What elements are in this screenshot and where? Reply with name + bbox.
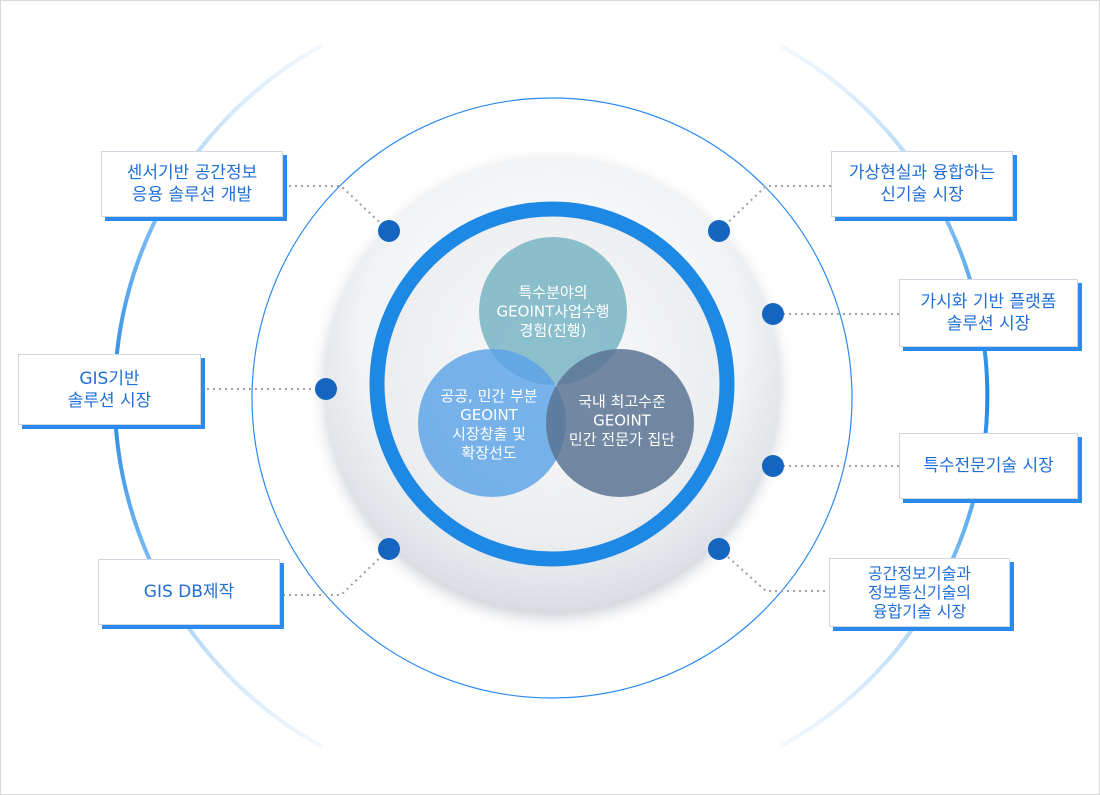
box-gis-solution-market: GIS기반 솔루션 시장 — [18, 354, 201, 425]
outer-arc-right — [780, 44, 990, 748]
box-gis-db: GIS DB제작 — [98, 559, 280, 625]
connector-lines — [201, 185, 899, 596]
blue-dot-icon — [762, 303, 784, 325]
thin-ring — [251, 97, 853, 699]
connector-dots — [315, 220, 784, 560]
box-vr-convergence: 가상현실과 융합하는 신기술 시장 — [831, 151, 1013, 217]
circle-right — [546, 349, 694, 497]
blue-dot-icon — [762, 455, 784, 477]
circle-top-label: 특수분야의 GEOINT사업수행 경험(진행) — [496, 283, 610, 340]
box-special-tech-market: 특수전문기술 시장 — [899, 433, 1078, 499]
box-visualization-platform: 가시화 기반 플랫폼 솔루션 시장 — [899, 279, 1078, 347]
circle-left-label: 공공, 민간 부분 GEOINT 시장창출 및 확장선도 — [440, 387, 538, 462]
blue-dot-icon — [708, 220, 730, 242]
blue-dot-icon — [315, 378, 337, 400]
circle-top — [479, 237, 627, 385]
blue-dot-icon — [378, 220, 400, 242]
circle-right-label: 국내 최고수준 GEOINT 민간 전문가 집단 — [568, 392, 676, 449]
blue-dot-icon — [378, 538, 400, 560]
box-sensor-solution: 센서기반 공간정보 응용 솔루션 개발 — [101, 151, 283, 217]
blue-dot-icon — [708, 538, 730, 560]
circle-left — [418, 349, 566, 497]
box-ict-convergence: 공간정보기술과 정보통신기술의 융합기술 시장 — [829, 558, 1010, 627]
